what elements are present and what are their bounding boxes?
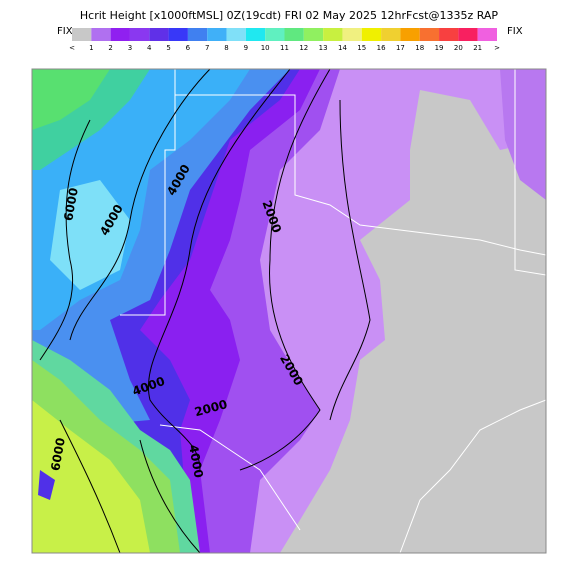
color-swatch xyxy=(284,28,304,41)
region-yellow-green xyxy=(32,400,150,553)
color-swatch xyxy=(129,28,150,41)
legend-label: 14 xyxy=(338,44,347,52)
region-green-n xyxy=(32,69,110,130)
legend-label: 7 xyxy=(205,44,209,52)
color-swatch xyxy=(439,28,459,41)
title: Hcrit Height [x1000ftMSL] 0Z(19cdt) FRI … xyxy=(80,9,499,22)
legend-label: 18 xyxy=(415,44,424,52)
legend-label: 2 xyxy=(108,44,112,52)
fix-right: FIX xyxy=(507,26,523,37)
legend-label: 6 xyxy=(186,44,191,52)
legend-label: 5 xyxy=(166,44,170,52)
legend-label: > xyxy=(494,44,500,52)
map-frame xyxy=(31,68,547,554)
color-bar-labels: <1 2 3 4 5 6 7 8 9 10 11 12 13 14 15 16 17 18 19 20 21 > xyxy=(69,44,500,52)
region-light-cyan xyxy=(50,180,130,290)
legend-label: 10 xyxy=(261,44,270,52)
color-swatch xyxy=(168,28,188,41)
color-swatch xyxy=(342,28,362,41)
legend-label: 21 xyxy=(473,44,482,52)
color-swatch xyxy=(91,28,111,41)
legend-label: 12 xyxy=(299,44,308,52)
color-swatch xyxy=(72,28,92,41)
color-swatch xyxy=(323,28,343,41)
legend-label: < xyxy=(69,44,75,52)
color-swatch xyxy=(400,28,420,41)
color-swatch xyxy=(149,28,169,41)
color-swatch xyxy=(381,28,401,41)
color-bar xyxy=(72,28,497,41)
legend-label: 16 xyxy=(377,44,386,52)
region-purple-ne xyxy=(500,69,546,200)
legend-label: 3 xyxy=(128,44,132,52)
color-swatch xyxy=(187,28,208,41)
color-swatch xyxy=(458,28,478,41)
contours xyxy=(39,68,371,554)
region-spot xyxy=(38,470,55,500)
color-swatch xyxy=(207,28,227,41)
legend-label: 1 xyxy=(89,44,93,52)
color-swatch xyxy=(110,28,130,41)
color-swatch xyxy=(361,28,382,41)
legend-label: 15 xyxy=(357,44,366,52)
legend-label: 17 xyxy=(396,44,405,52)
legend-label: 9 xyxy=(244,44,248,52)
legend-label: 4 xyxy=(147,44,152,52)
legend-label: 20 xyxy=(454,44,463,52)
legend-label: 13 xyxy=(319,44,328,52)
color-swatch xyxy=(245,28,266,41)
color-swatch xyxy=(226,28,246,41)
contour-label: 6000 xyxy=(61,187,81,222)
boundaries xyxy=(120,69,547,554)
legend-label: 11 xyxy=(280,44,289,52)
fix-left: FIX xyxy=(57,26,73,37)
legend-label: 19 xyxy=(435,44,444,52)
color-swatch xyxy=(477,28,497,41)
color-swatch xyxy=(419,28,440,41)
color-swatch xyxy=(265,28,285,41)
legend-label: 8 xyxy=(224,44,228,52)
contour-label: 6000 xyxy=(48,437,68,472)
contour-label: 4000 xyxy=(186,444,206,479)
color-swatch xyxy=(303,28,324,41)
